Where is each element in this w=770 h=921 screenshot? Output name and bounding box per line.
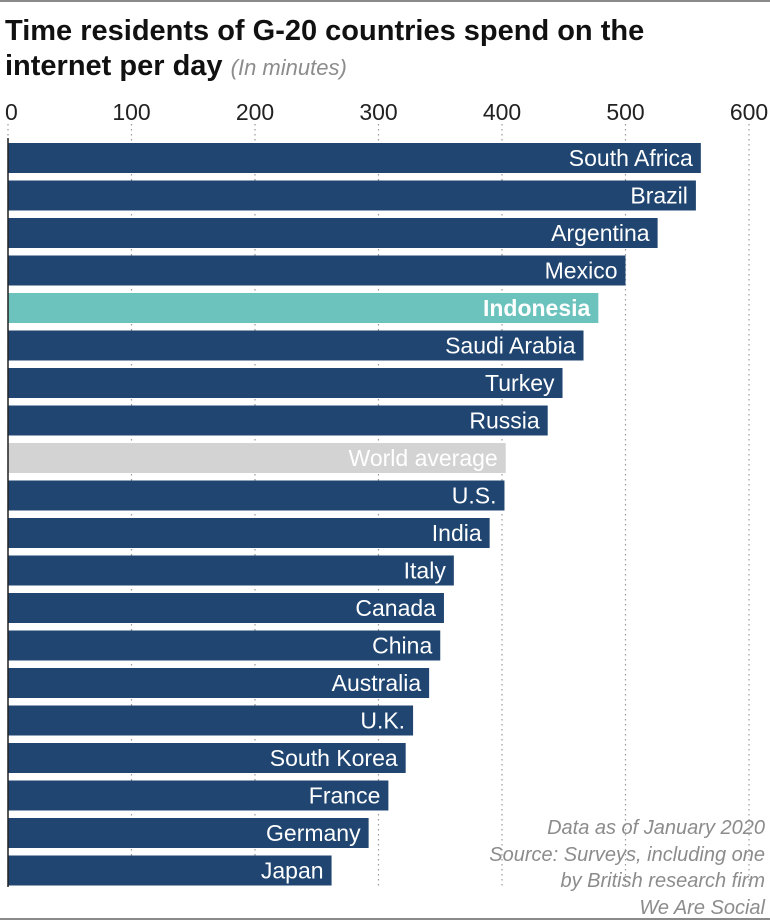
footnote-source: Source: Surveys, including one [489, 843, 765, 866]
bar-label-u-k: U.K. [360, 708, 405, 734]
bar-label-canada: Canada [355, 595, 436, 621]
top-rule [0, 0, 770, 2]
bar-label-south-korea: South Korea [270, 745, 398, 771]
bar-label-germany: Germany [266, 820, 361, 846]
bar-label-saudi-arabia: Saudi Arabia [445, 333, 576, 359]
bar-label-u-s: U.S. [452, 483, 497, 509]
bar-india [8, 518, 490, 548]
bar-mexico [8, 255, 626, 286]
footnote-source-name: We Are Social [639, 896, 765, 919]
bar-china [8, 630, 441, 661]
bar-label-italy: Italy [404, 558, 447, 584]
bar-label-japan: Japan [261, 858, 324, 884]
bar-label-china: China [372, 633, 432, 659]
chart-title: Time residents of G-20 countries spend o… [5, 14, 745, 85]
x-tick-label-300: 300 [359, 99, 397, 125]
x-tick-label-600: 600 [730, 99, 768, 125]
bar-brazil [8, 180, 696, 211]
bar-turkey [8, 368, 563, 398]
x-tick-label-100: 100 [112, 99, 150, 125]
bar-canada [8, 593, 444, 623]
x-tick-label-0: 0 [5, 99, 18, 125]
title-main: Time residents of G-20 countries spend o… [5, 15, 645, 82]
bar-south-korea [8, 743, 406, 773]
bar-label-mexico: Mexico [545, 258, 618, 284]
x-tick-label-400: 400 [483, 99, 521, 125]
bar-label-france: France [309, 783, 381, 809]
bar-label-indonesia: Indonesia [483, 295, 591, 321]
bar-france [8, 780, 389, 811]
bar-u-s [8, 480, 505, 511]
bar-label-australia: Australia [332, 670, 422, 696]
bar-label-brazil: Brazil [630, 183, 688, 209]
bar-saudi-arabia [8, 330, 584, 361]
bar-germany [8, 818, 369, 848]
bar-australia [8, 668, 430, 698]
bar-russia [8, 405, 548, 436]
bar-label-india: India [432, 520, 482, 546]
bar-indonesia [8, 293, 599, 323]
footnote-date: Data as of January 2020 [547, 817, 765, 839]
bar-japan [8, 855, 332, 886]
bar-label-south-africa: South Africa [569, 145, 693, 171]
bar-u-k [8, 705, 414, 736]
bar-south-africa [8, 143, 701, 173]
title-unit: (In minutes) [230, 55, 347, 80]
bar-argentina [8, 218, 658, 248]
bar-world-average [8, 443, 506, 473]
bottom-rule [0, 918, 770, 920]
x-tick-label-500: 500 [606, 99, 644, 125]
x-tick-label-200: 200 [236, 99, 274, 125]
footnote-source-cont: by British research firm [560, 870, 766, 892]
bar-label-world-average: World average [349, 445, 498, 471]
footnote: Data as of January 2020 Source: Surveys,… [489, 815, 765, 921]
bar-italy [8, 555, 454, 586]
bar-label-russia: Russia [469, 408, 540, 434]
bar-label-turkey: Turkey [485, 370, 555, 396]
bar-label-argentina: Argentina [551, 220, 650, 246]
